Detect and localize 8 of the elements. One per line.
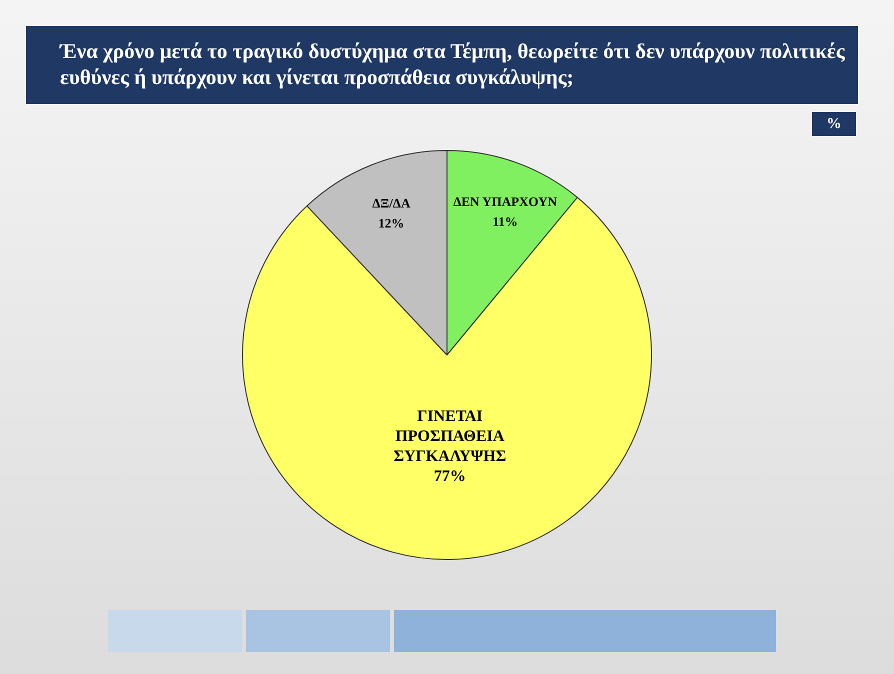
- data-label: 11%: [492, 214, 518, 229]
- chart-title: Ένα χρόνο μετά το τραγικό δυστύχημα στα Τέμπη, θεωρείτε ότι δεν υπάρχουν πολιτικές ευθύνες ή υπάρχουν και γίνεται προσπάθεια συγκάλυψης;: [26, 26, 858, 104]
- data-label: 12%: [378, 216, 404, 231]
- slice-label: ΔΕΝ ΥΠΑΡΧΟΥΝ: [453, 194, 558, 209]
- text: %: [812, 112, 856, 136]
- slice-label: ΔΞ/ΔΑ: [372, 196, 411, 211]
- slice-label: ΓΙΝΕΤΑΙ ΠΡΟΣΠΑΘΕΙΑ ΣΥΓΚΑΛΥΨΗΣ: [394, 408, 506, 466]
- data-label: 77%: [434, 468, 466, 486]
